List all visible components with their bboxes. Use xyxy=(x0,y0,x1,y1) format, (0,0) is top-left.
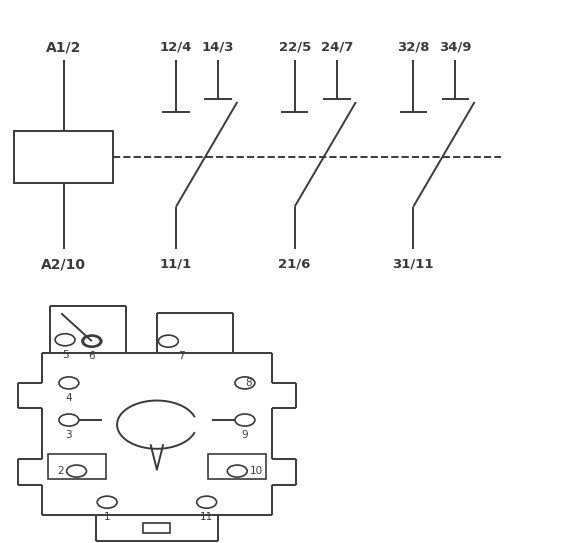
Text: 10: 10 xyxy=(250,466,263,476)
Text: A1/2: A1/2 xyxy=(46,40,81,54)
Text: 9: 9 xyxy=(242,430,248,440)
Text: 22/5: 22/5 xyxy=(278,41,311,54)
Text: 7: 7 xyxy=(178,351,185,361)
Text: 14/3: 14/3 xyxy=(202,41,234,54)
Text: 21/6: 21/6 xyxy=(278,258,311,271)
Text: 1: 1 xyxy=(104,513,110,522)
Text: 12/4: 12/4 xyxy=(160,41,192,54)
Bar xyxy=(208,454,266,479)
Text: 24/7: 24/7 xyxy=(320,41,353,54)
Bar xyxy=(144,523,170,533)
Text: 8: 8 xyxy=(245,378,251,388)
Text: 34/9: 34/9 xyxy=(439,41,472,54)
Text: 2: 2 xyxy=(57,466,64,476)
Text: 32/8: 32/8 xyxy=(397,41,429,54)
Bar xyxy=(48,454,106,479)
Bar xyxy=(14,131,113,183)
Text: 6: 6 xyxy=(88,351,95,361)
Text: 5: 5 xyxy=(62,350,68,360)
Text: A2/10: A2/10 xyxy=(41,257,86,272)
Text: 4: 4 xyxy=(65,393,72,403)
Text: 31/11: 31/11 xyxy=(393,258,434,271)
Text: 3: 3 xyxy=(65,430,72,440)
Text: 11/1: 11/1 xyxy=(160,258,192,271)
Text: 11: 11 xyxy=(200,513,214,522)
